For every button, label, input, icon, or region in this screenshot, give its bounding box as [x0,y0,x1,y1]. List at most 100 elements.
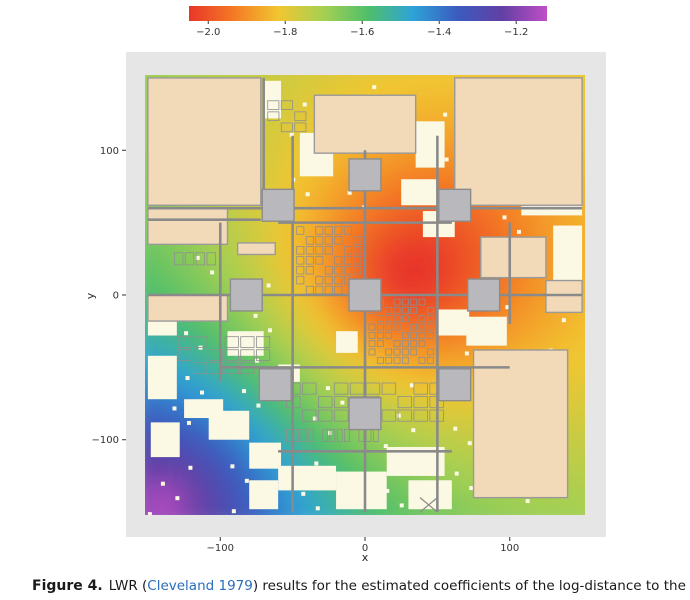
surface-cell [188,500,204,515]
surface-cell [492,211,508,227]
street-cell [343,256,352,265]
surface-cell [376,75,393,82]
surface-cell [275,225,291,241]
street-cell [333,409,349,422]
caption-citation-link[interactable]: Cleveland 1979 [147,578,253,594]
surface-cell [217,384,233,401]
street-cell [255,336,271,348]
surface-cell [434,95,450,111]
street-cell [343,226,352,235]
surface-cell [405,326,421,343]
surface-cell [463,254,479,270]
surface-cell [231,225,248,241]
street-cell [426,315,434,323]
surface-cell [347,211,364,227]
street-cell [324,275,333,285]
surface-cell [188,370,204,386]
square-block [258,368,292,402]
surface-cell [391,399,407,415]
street-cell [401,356,409,364]
square-block [438,188,472,222]
surface-cell [405,75,421,82]
square-block [348,158,382,192]
street-cell [401,306,409,314]
surface-cell [405,240,421,256]
surface-cell [275,75,291,82]
surface-cell [391,240,407,256]
street-cell [368,331,376,339]
street-cell [385,356,393,364]
surface-cell [202,341,219,357]
street-cell [393,340,401,348]
surface-cell [318,80,335,97]
surface-cell [521,312,537,328]
street-cell [208,349,224,361]
surface-cell [304,500,320,515]
surface-cell [304,326,320,343]
surface-cell [405,297,421,314]
surface-cell [188,486,204,502]
surface-cell [463,240,479,256]
surface-cell [376,254,393,270]
street-cell [305,246,314,255]
surface-cell [391,297,407,314]
surface-cell [376,312,393,328]
street-cell [401,348,409,356]
surface-cell [420,370,436,386]
surface-cell [289,109,306,126]
street-cell [418,298,426,306]
surface-cell [333,167,349,184]
empty-speck [399,503,404,508]
street-cell [300,428,307,442]
street-cell [393,298,401,306]
empty-patch [466,316,507,346]
surface-cell [477,211,494,227]
surface-cell [420,268,436,285]
square-block [467,278,501,312]
surface-cell [145,399,161,415]
street-cell [173,252,184,266]
empty-speck [560,273,565,278]
surface-cell [506,326,523,343]
street-cell [426,331,434,339]
surface-cell [579,370,585,386]
street-cell [393,356,401,364]
surface-cell [448,471,465,488]
surface-cell [376,341,393,357]
empty-speck [558,228,563,233]
empty-speck [210,270,215,275]
surface-cell [333,297,349,314]
street-cell [322,428,329,442]
surface-cell [420,254,436,270]
surface-cell [159,500,175,515]
street-cell [296,246,305,255]
surface-cell [217,442,233,459]
street-cell [296,226,305,235]
surface-cell [202,471,219,488]
large-block [545,279,583,314]
surface-cell [434,75,450,82]
surface-cell [405,211,421,227]
surface-cell [260,413,277,430]
surface-cell [202,355,219,372]
surface-cell [391,225,407,241]
surface-cell [188,326,204,343]
street-cell [413,409,428,422]
street-cell [315,256,324,265]
street-cell [240,349,255,361]
surface-cell [202,500,219,515]
surface-cell [347,196,364,213]
empty-speck [230,464,235,469]
street-cell [413,382,428,395]
surface-cell [376,211,393,227]
street-cell [224,349,239,361]
empty-patch [263,80,282,119]
empty-patch [401,179,438,206]
surface-cell [448,500,465,515]
surface-cell [188,428,204,444]
surface-cell [391,312,407,328]
large-block [480,236,547,279]
colorbar-ticks: −2.0 −1.8 −1.6 −1.4 −1.2 [196,21,528,38]
surface-cell [579,384,585,401]
surface-cell [420,428,436,444]
